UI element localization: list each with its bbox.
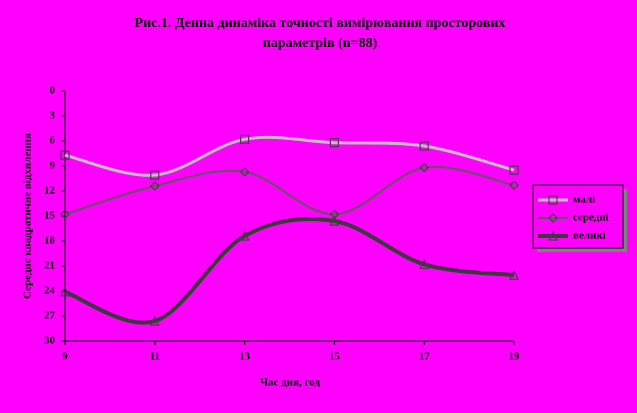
marker [149,315,160,326]
marker [240,134,250,144]
marker [239,166,250,177]
series-line [64,217,515,325]
series-line [64,135,515,177]
marker [509,165,519,175]
marker [60,286,70,297]
x-tick-label: 17 [419,351,431,363]
marker [419,141,429,151]
marker [548,195,558,205]
legend-label: середні [573,212,609,224]
y-axis-label: Середнє квадратичне відхилення [22,133,34,299]
y-tick-label: 15 [44,210,56,222]
series-line [64,165,515,216]
marker [419,162,430,173]
y-tick-label: 18 [44,235,56,247]
x-tick-label: 9 [62,351,68,363]
marker [329,138,339,148]
marker [239,230,250,241]
marker [329,215,340,226]
y-tick-label: 6 [50,135,56,147]
marker [548,230,558,241]
marker [60,150,70,160]
x-tick-label: 11 [150,351,160,363]
y-tick-label: 12 [44,185,56,197]
marker [509,269,519,280]
chart-title: Рис.1. Денна динаміка точності вимірюван… [134,16,506,51]
y-tick-label: 0 [50,85,56,97]
legend-label: малі [573,194,595,206]
marker [60,209,70,220]
marker [419,258,430,269]
x-tick-label: 13 [239,351,251,363]
y-tick-label: 21 [44,260,55,272]
y-tick-label: 27 [44,310,56,322]
marker [509,180,519,191]
y-tick-label: 9 [50,160,56,172]
marker [149,181,160,191]
y-tick-label: 24 [44,285,56,297]
legend-label: великі [573,230,606,242]
x-tick-label: 19 [509,351,521,363]
y-tick-label: 3 [50,110,56,122]
y-tick-label: 30 [44,335,56,347]
marker [150,170,160,180]
marker [548,213,558,223]
x-axis-label: Час дня, год [260,377,320,389]
x-tick-label: 15 [329,351,341,363]
